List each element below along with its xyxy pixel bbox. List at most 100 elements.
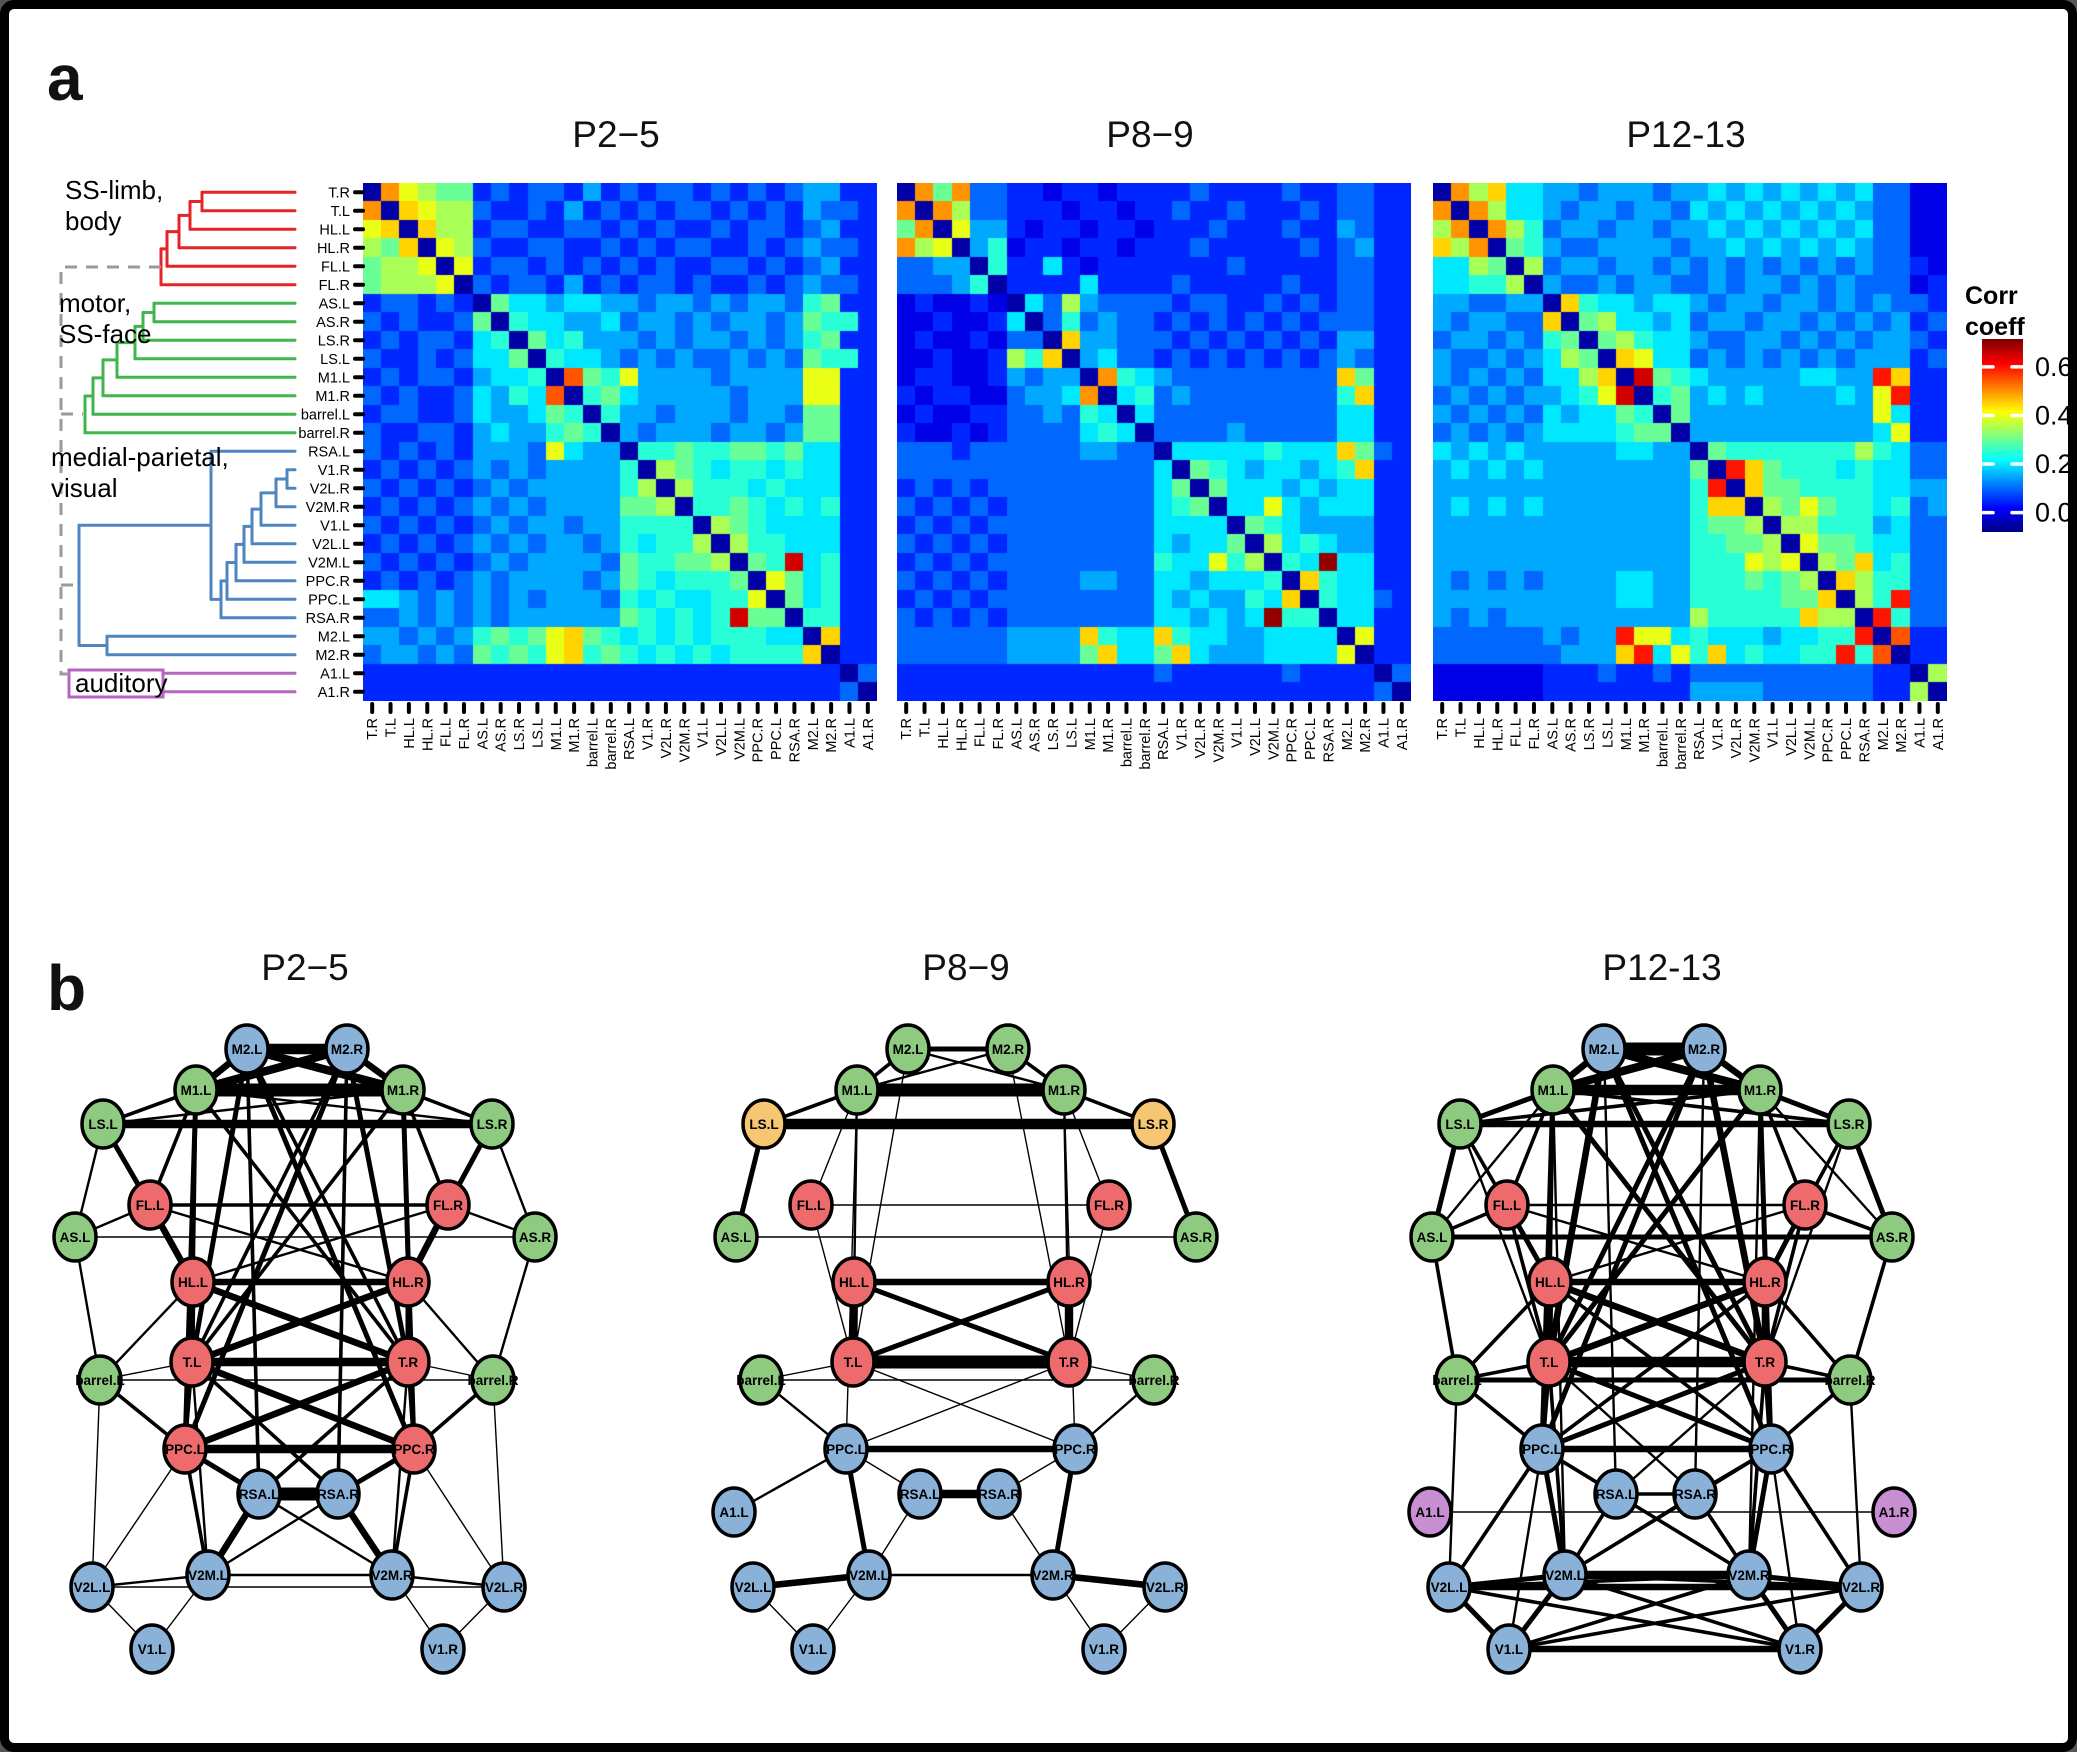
network-edge-V2M.L-V2L.R: [1563, 1573, 1863, 1589]
col-label-A1.R: A1.R: [861, 718, 877, 750]
network-node-label-LS.R: LS.R: [1138, 1117, 1169, 1132]
network-node-label-barrel.L: barrel.L: [1432, 1373, 1482, 1388]
network-node-V2L.R: [1142, 1561, 1188, 1613]
row-label-AS.R: AS.R: [316, 315, 350, 331]
row-label-M1.R: M1.R: [315, 389, 350, 405]
network-node-label-V2L.L: V2L.L: [1431, 1580, 1468, 1595]
network-node-label-LS.L: LS.L: [88, 1117, 117, 1132]
network-node-RSA.L: [236, 1468, 282, 1520]
col-label-T.L: T.L: [1454, 718, 1470, 737]
network-node-label-barrel.R: barrel.R: [1824, 1373, 1875, 1388]
network-node-label-V2M.R: V2M.R: [1728, 1568, 1770, 1583]
row-label-A1.L: A1.L: [320, 666, 350, 682]
col-label-A1.R: A1.R: [1931, 718, 1947, 750]
col-label-V1.L: V1.L: [1230, 718, 1246, 748]
network-node-label-barrel.R: barrel.R: [467, 1373, 518, 1388]
network-node-label-V2M.L: V2M.L: [188, 1568, 228, 1583]
network-edge-M1.L-T.L: [851, 1088, 859, 1364]
network-node-label-M2.R: M2.R: [1688, 1042, 1721, 1057]
network-edge-PPC.L-V1.L: [1507, 1447, 1544, 1651]
row-label-FL.R: FL.R: [319, 278, 350, 294]
col-label-M2.L: M2.L: [1340, 718, 1356, 750]
col-label-M1.R: M1.R: [567, 718, 583, 753]
col-label-V1.R: V1.R: [1175, 718, 1191, 750]
network-node-label-RSA.R: RSA.R: [1674, 1487, 1716, 1502]
network-node-label-FL.R: FL.R: [1094, 1198, 1124, 1213]
network-edge-LS.L-M1.R: [1458, 1088, 1762, 1126]
network-node-label-PPC.L: PPC.L: [826, 1442, 866, 1457]
vector-overlay: T.RT.LHL.LHL.RFL.LFL.RAS.LAS.RLS.RLS.LM1…: [51, 175, 2073, 1675]
col-label-AS.L: AS.L: [1545, 718, 1561, 749]
network-title-p8-9: P8−9: [922, 947, 1010, 988]
network-edge-HL.R-PPC.L: [1540, 1280, 1767, 1451]
network-node-M2.L: [224, 1023, 270, 1075]
network-node-label-RSA.L: RSA.L: [1596, 1487, 1637, 1502]
row-label-barrel.R: barrel.R: [298, 426, 350, 442]
network-node-V1.L: [790, 1623, 836, 1675]
col-label-A1.L: A1.L: [1376, 718, 1392, 748]
col-label-V2M.L: V2M.L: [1802, 718, 1818, 760]
col-label-PPC.R: PPC.R: [1285, 718, 1301, 762]
row-label-A1.R: A1.R: [318, 685, 350, 701]
col-label-V1.L: V1.L: [1766, 718, 1782, 748]
network-node-label-M2.R: M2.R: [992, 1042, 1025, 1057]
col-label-M2.R: M2.R: [1894, 718, 1910, 753]
network-node-FL.L: [127, 1179, 173, 1231]
row-label-T.L: T.L: [331, 204, 350, 220]
network-edge-V2M.L-V1.R: [1563, 1573, 1802, 1651]
network-node-V2M.R: [1030, 1549, 1076, 1601]
network-edge-M1.L-HL.L: [191, 1088, 198, 1284]
network-edge-M1.R-V2M.R: [1747, 1088, 1762, 1577]
network-node-T.R: [1046, 1336, 1092, 1388]
network-node-label-FL.L: FL.L: [1493, 1198, 1522, 1213]
col-label-HL.R: HL.R: [420, 718, 436, 751]
network-node-label-V1.L: V1.L: [1495, 1642, 1524, 1657]
network-node-label-RSA.L: RSA.L: [900, 1487, 941, 1502]
col-label-M1.R: M1.R: [1101, 718, 1117, 753]
row-label-V1.R: V1.R: [318, 463, 350, 479]
cluster-label-ssface: SS-face: [59, 319, 152, 349]
colorbar-tick-0.4: 0.4: [2035, 400, 2073, 430]
col-label-barrel.R: barrel.R: [604, 718, 620, 770]
col-label-PPC.L: PPC.L: [1839, 718, 1855, 760]
row-label-RSA.L: RSA.L: [308, 444, 350, 460]
network-edge-HL.R-T.L: [850, 1279, 1072, 1365]
network-edge-M1.L-T.R: [1550, 1087, 1768, 1365]
network-node-V2M.L: [185, 1549, 231, 1601]
network-node-label-T.R: T.R: [1755, 1355, 1776, 1370]
row-label-AS.L: AS.L: [319, 296, 350, 312]
col-label-PPC.L: PPC.L: [769, 718, 785, 760]
network-node-label-HL.R: HL.R: [1053, 1275, 1085, 1290]
col-label-AS.R: AS.R: [1564, 718, 1580, 752]
col-label-barrel.R: barrel.R: [1674, 718, 1690, 770]
network-node-AS.L: [713, 1211, 759, 1263]
col-label-M2.R: M2.R: [1358, 718, 1374, 753]
network-edge-FL.L-HL.R: [1505, 1203, 1767, 1284]
network-node-FL.R: [1086, 1179, 1132, 1231]
network-node-V2L.L: [730, 1561, 776, 1613]
col-label-T.L: T.L: [918, 718, 934, 737]
network-node-label-LS.R: LS.R: [1834, 1117, 1865, 1132]
network-node-label-M2.L: M2.L: [893, 1042, 924, 1057]
col-label-barrel.R: barrel.R: [1138, 718, 1154, 770]
col-label-LS.L: LS.L: [1600, 718, 1616, 748]
network-edge-M1.R-T.L: [190, 1088, 405, 1364]
row-label-HL.R: HL.R: [317, 241, 350, 257]
network-edge-barrel.R-V2L.R: [1848, 1378, 1863, 1589]
col-label-HL.L: HL.L: [402, 718, 418, 749]
network-node-M1.R: [380, 1064, 426, 1116]
colorbar-tick-0.6: 0.6: [2035, 352, 2073, 382]
panel-a-letter: a: [47, 42, 83, 114]
col-label-M1.R: M1.R: [1637, 718, 1653, 753]
col-label-M1.L: M1.L: [549, 718, 565, 750]
col-label-V2L.L: V2L.L: [1248, 718, 1264, 756]
network-node-label-HL.L: HL.L: [178, 1275, 208, 1290]
network-edge-barrel.L-V2L.L: [1447, 1378, 1459, 1589]
colorbar-title: Corr coeff: [1965, 281, 2025, 343]
col-label-RSA.R: RSA.R: [1321, 718, 1337, 762]
col-label-HL.R: HL.R: [1490, 718, 1506, 751]
col-label-V2L.L: V2L.L: [714, 718, 730, 756]
auditory-label-box: [67, 668, 165, 699]
network-node-FL.R: [425, 1179, 471, 1231]
